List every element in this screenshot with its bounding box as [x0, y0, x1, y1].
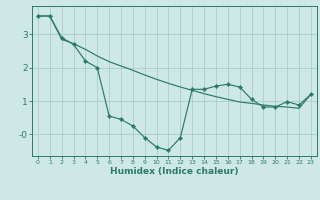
X-axis label: Humidex (Indice chaleur): Humidex (Indice chaleur)	[110, 167, 239, 176]
